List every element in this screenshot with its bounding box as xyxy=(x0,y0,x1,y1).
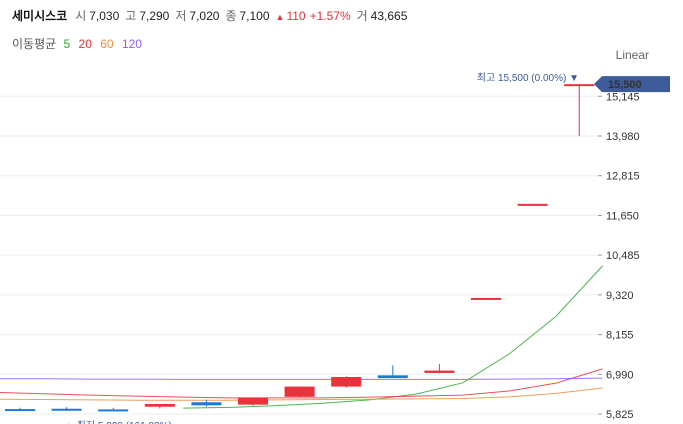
change-value: 110 xyxy=(286,9,306,23)
y-tick-label: 11,650 xyxy=(606,210,639,222)
candle-up xyxy=(564,84,595,87)
ma-60-line xyxy=(0,387,603,401)
candle-up xyxy=(331,377,362,387)
y-tick-label: 15,145 xyxy=(606,91,640,103)
candle-up xyxy=(144,403,175,407)
high-annotation: 최고 15,500 (0.00%) ▼ xyxy=(477,72,579,84)
y-tick-label: 12,815 xyxy=(606,171,640,183)
candle-down xyxy=(377,375,408,379)
candle-down xyxy=(98,409,129,412)
candle-down xyxy=(5,409,35,412)
ma-5-line xyxy=(183,265,603,409)
y-tick-label: 6,990 xyxy=(606,369,634,381)
y-tick-label: 13,980 xyxy=(606,131,640,143)
ma-20-label: 20 xyxy=(78,37,92,51)
candle-up xyxy=(238,397,268,405)
volume-value: 43,665 xyxy=(370,9,408,23)
open-value: 7,030 xyxy=(89,9,120,23)
high-value: 7,290 xyxy=(139,9,170,23)
ma-120-line xyxy=(0,377,603,380)
candle-up xyxy=(424,370,455,373)
y-tick-label: 10,485 xyxy=(606,250,640,262)
low-label: 저 xyxy=(175,9,187,23)
y-tick-label: 8,155 xyxy=(606,330,634,342)
open-label: 시 xyxy=(75,9,87,23)
close-label: 종 xyxy=(225,9,237,23)
quote-header: 세미시스코 시 7,030 고 7,290 저 7,020 종 7,100 ▲ 110 +… xyxy=(12,7,413,24)
high-label: 고 xyxy=(125,9,137,23)
y-tick-label: 5,825 xyxy=(606,409,634,421)
up-triangle-icon: ▲ xyxy=(275,12,285,22)
ma-120-label: 120 xyxy=(121,37,142,51)
stock-name: 세미시스코 xyxy=(12,9,68,23)
last-price-tag xyxy=(594,76,670,93)
close-value: 7,100 xyxy=(239,9,270,23)
change-percent: +1.57% xyxy=(309,9,351,23)
low-value: 7,020 xyxy=(189,9,220,23)
candle-up xyxy=(517,203,548,206)
y-tick-label: 9,320 xyxy=(606,290,634,302)
low-annotation: ▲ 최저 5,920 (161.82%) xyxy=(64,420,172,424)
candle-up xyxy=(471,297,501,300)
volume-label: 거 xyxy=(356,9,368,23)
ma-20-line xyxy=(0,368,603,399)
ma-60-label: 60 xyxy=(100,37,114,51)
scale-mode-toggle[interactable]: Linear xyxy=(615,48,649,62)
candle-down xyxy=(191,402,222,406)
moving-average-label: 이동평균 xyxy=(12,37,57,51)
last-price-label: 15,500 xyxy=(608,79,642,91)
candle-down xyxy=(51,408,82,411)
moving-average-legend[interactable]: 이동평균 5 20 60 120 xyxy=(12,35,147,52)
candle-up xyxy=(284,386,315,397)
ma-5-label: 5 xyxy=(63,37,71,51)
